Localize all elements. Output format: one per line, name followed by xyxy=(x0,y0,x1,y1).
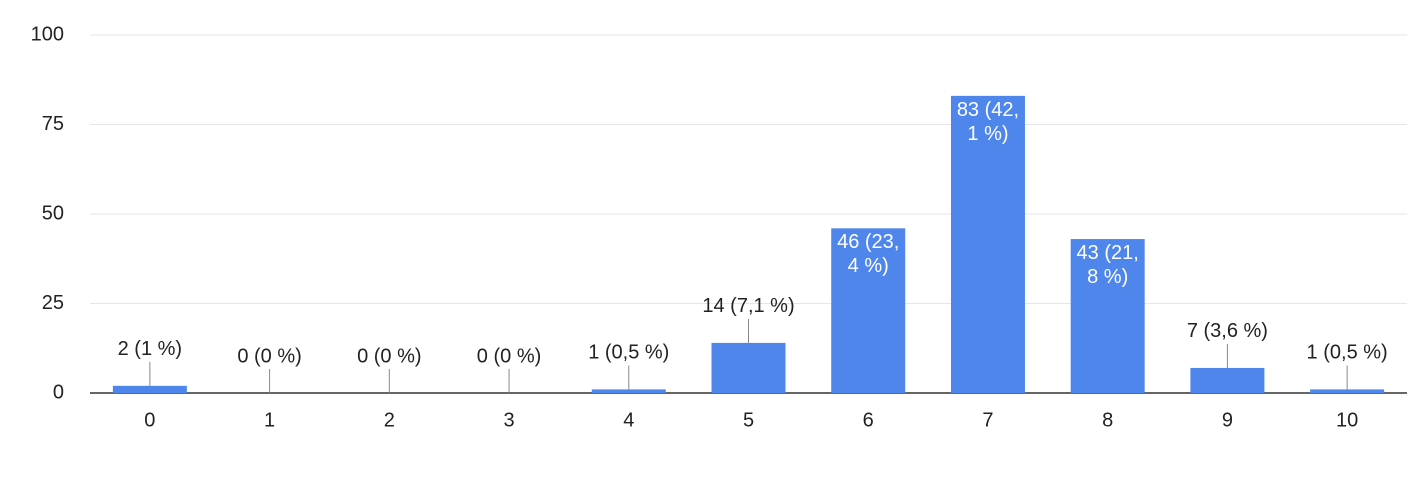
bar xyxy=(1190,367,1265,393)
value-label: 7 (3,6 %) xyxy=(1187,320,1268,342)
value-label-box: 83 (42,1 %) xyxy=(956,98,1020,145)
value-label: 83 (42,1 %) xyxy=(956,98,1020,145)
value-label: 14 (7,1 %) xyxy=(702,295,794,317)
value-label: 2 (1 %) xyxy=(118,338,182,360)
bar xyxy=(831,228,906,393)
bar xyxy=(591,389,666,393)
x-tick-label: 5 xyxy=(743,409,754,431)
bar xyxy=(112,385,187,393)
x-tick-label: 8 xyxy=(1102,409,1113,431)
x-tick-label: 3 xyxy=(503,409,514,431)
value-label: 1 (0,5 %) xyxy=(1307,342,1388,364)
value-label: 1 (0,5 %) xyxy=(588,342,669,364)
bar xyxy=(950,95,1025,394)
value-label: 0 (0 %) xyxy=(357,345,421,367)
value-label: 0 (0 %) xyxy=(477,345,541,367)
x-tick-label: 10 xyxy=(1336,409,1358,431)
x-tick-label: 0 xyxy=(144,409,155,431)
value-label: 0 (0 %) xyxy=(237,345,301,367)
x-tick-label: 6 xyxy=(863,409,874,431)
value-label: 43 (21,8 %) xyxy=(1076,242,1139,289)
y-tick-label: 100 xyxy=(31,23,64,45)
bar xyxy=(1310,389,1385,393)
x-tick-label: 7 xyxy=(982,409,993,431)
x-tick-label: 2 xyxy=(384,409,395,431)
x-tick-label: 4 xyxy=(623,409,634,431)
value-label-box: 46 (23,4 %) xyxy=(837,231,900,278)
y-tick-label: 25 xyxy=(42,292,64,314)
y-tick-label: 0 xyxy=(53,381,64,403)
y-tick-label: 50 xyxy=(42,202,64,224)
value-label-box: 43 (21,8 %) xyxy=(1076,242,1139,289)
bar xyxy=(711,342,786,393)
x-tick-label: 1 xyxy=(264,409,275,431)
bar xyxy=(1070,239,1145,393)
value-label: 46 (23,4 %) xyxy=(837,231,900,278)
y-tick-label: 75 xyxy=(42,113,64,135)
x-tick-label: 9 xyxy=(1222,409,1233,431)
